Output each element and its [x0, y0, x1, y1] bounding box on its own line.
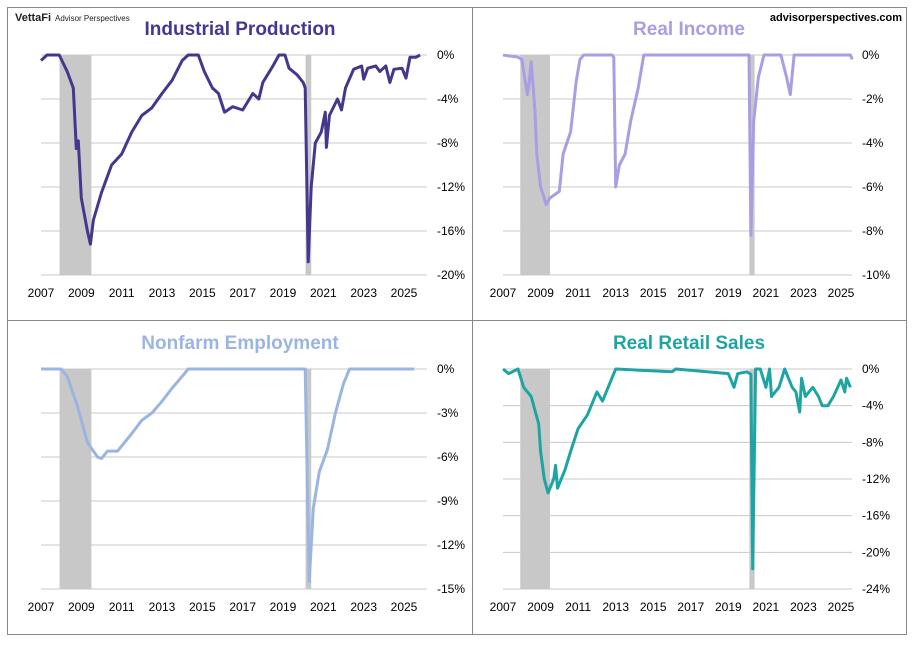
- chart-title: Real Retail Sales: [613, 333, 765, 354]
- x-tick-label: 2017: [229, 600, 256, 614]
- x-tick-label: 2019: [715, 286, 742, 300]
- chart-title: Nonfarm Employment: [141, 333, 339, 354]
- series-line: [502, 53, 854, 237]
- y-tick-label: -12%: [437, 538, 465, 552]
- x-tick-label: 2015: [189, 600, 216, 614]
- x-tick-label: 2007: [28, 600, 55, 614]
- y-tick-label: -20%: [437, 268, 465, 282]
- y-tick-label: -4%: [862, 136, 884, 150]
- y-tick-label: -12%: [437, 180, 465, 194]
- x-tick-label: 2013: [602, 600, 629, 614]
- chart-title: Real Income: [633, 19, 745, 40]
- y-tick-label: -8%: [862, 435, 884, 449]
- x-tick-label: 2007: [490, 286, 517, 300]
- x-tick-label: 2019: [270, 286, 297, 300]
- chart-industrial-production: 0% -4% -8% -12% -16% -20% 2007 2009 2011 2013 2015…: [28, 19, 466, 300]
- y-tick-label: -6%: [437, 450, 459, 464]
- x-tick-label: 2013: [149, 286, 176, 300]
- x-tick-label: 2015: [189, 286, 216, 300]
- chart-nonfarm-employment: 0% -3% -6% -9% -12% -15% 2007 2009 2011 2013 2015 2…: [28, 333, 466, 614]
- site-url: advisorperspectives.com: [769, 12, 902, 24]
- recession-shading: [305, 55, 312, 275]
- x-tick-label: 2011: [109, 286, 135, 300]
- brand-tagline: Advisor Perspectives: [55, 14, 130, 23]
- y-tick-label: -16%: [862, 509, 890, 523]
- x-tick-label: 2011: [565, 286, 591, 300]
- y-tick-label: -6%: [862, 180, 884, 194]
- x-tick-label: 2015: [640, 286, 667, 300]
- y-tick-label: 0%: [437, 48, 455, 62]
- x-tick-label: 2021: [310, 600, 337, 614]
- y-tick-label: -2%: [862, 92, 884, 106]
- x-tick-label: 2025: [391, 286, 418, 300]
- x-tick-label: 2023: [790, 286, 817, 300]
- y-tick-label: -12%: [862, 472, 890, 486]
- y-tick-label: -24%: [862, 582, 890, 596]
- x-tick-label: 2011: [565, 600, 591, 614]
- y-tick-label: -15%: [437, 582, 465, 596]
- x-tick-label: 2011: [109, 600, 135, 614]
- x-tick-label: 2007: [28, 286, 55, 300]
- y-tick-label: -16%: [437, 224, 465, 238]
- y-tick-label: 0%: [862, 48, 880, 62]
- vettafi-logo: VettaFi: [15, 12, 52, 24]
- y-tick-label: -20%: [862, 545, 890, 559]
- x-tick-label: 2025: [828, 286, 855, 300]
- x-tick-label: 2019: [715, 600, 742, 614]
- x-tick-label: 2015: [640, 600, 667, 614]
- y-tick-label: -8%: [437, 136, 459, 150]
- x-tick-label: 2017: [677, 286, 704, 300]
- y-tick-label: -4%: [862, 399, 884, 413]
- recession-shading: [59, 55, 92, 275]
- x-tick-label: 2017: [677, 600, 704, 614]
- x-tick-label: 2023: [350, 600, 377, 614]
- recession-shading: [59, 369, 92, 589]
- y-tick-label: -4%: [437, 92, 459, 106]
- x-tick-label: 2023: [350, 286, 377, 300]
- x-tick-label: 2021: [753, 600, 780, 614]
- series-line: [41, 367, 415, 584]
- chart-real-income: 0% -2% -4% -6% -8% -10% 2007 2009 2011 2013 2015 20…: [490, 19, 891, 300]
- x-tick-label: 2021: [310, 286, 337, 300]
- y-tick-label: -10%: [862, 268, 890, 282]
- x-tick-label: 2009: [68, 600, 95, 614]
- series-line: [39, 53, 421, 264]
- y-tick-label: -8%: [862, 224, 884, 238]
- x-tick-label: 2023: [790, 600, 817, 614]
- x-tick-label: 2025: [828, 600, 855, 614]
- x-tick-label: 2013: [149, 600, 176, 614]
- chart-title: Industrial Production: [144, 19, 335, 40]
- x-tick-label: 2019: [270, 600, 297, 614]
- y-tick-label: -9%: [437, 494, 459, 508]
- x-tick-label: 2009: [527, 600, 554, 614]
- y-tick-label: -3%: [437, 406, 459, 420]
- x-tick-label: 2021: [753, 286, 780, 300]
- recession-shading: [520, 55, 550, 275]
- x-tick-label: 2007: [490, 600, 517, 614]
- y-tick-label: 0%: [437, 362, 455, 376]
- y-tick-label: 0%: [862, 362, 880, 376]
- x-tick-label: 2013: [602, 286, 629, 300]
- x-tick-label: 2025: [391, 600, 418, 614]
- x-tick-label: 2017: [229, 286, 256, 300]
- x-tick-label: 2009: [527, 286, 554, 300]
- series-line: [502, 367, 852, 571]
- chart-real-retail-sales: 0% -4% -8% -12% -16% -20% -24% 2007 2009 2011 2013…: [490, 333, 891, 614]
- x-tick-label: 2009: [68, 286, 95, 300]
